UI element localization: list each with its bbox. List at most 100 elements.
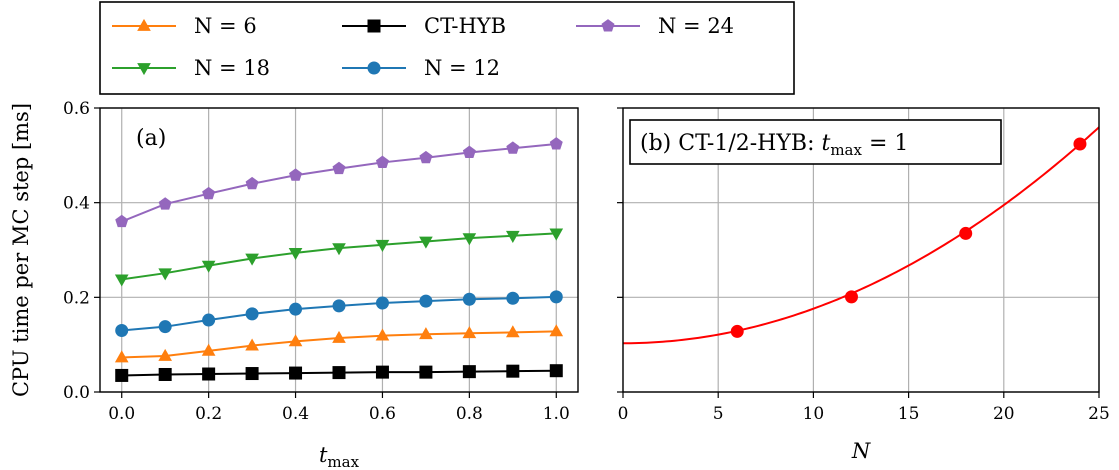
series-point <box>462 233 477 246</box>
series-point <box>115 323 129 337</box>
series-point <box>245 253 259 266</box>
series-0 <box>114 324 564 363</box>
legend-marker <box>137 63 151 76</box>
panel-a-xtick-label: 0.8 <box>456 404 483 424</box>
series-point <box>375 239 390 252</box>
panel-a-xtick-label: 0.0 <box>108 404 135 424</box>
panel-a: 0.0 0.2 0.4 0.6 0.8 1.00.00.20.40.6 (a) tmax … <box>9 99 579 470</box>
panel-b-xtick-label: 0 <box>618 404 629 424</box>
series-point <box>115 368 129 382</box>
panel-a-ytick-label: 0.2 <box>63 288 90 308</box>
panel-b-point <box>959 226 973 240</box>
series-point <box>202 313 216 327</box>
series-point <box>115 214 129 228</box>
panel-a-ytick-label: 0.4 <box>63 194 90 214</box>
panel-b-xtick-label: 5 <box>713 404 724 424</box>
panel-a-xtick-label: 0.6 <box>369 404 396 424</box>
panel-a-xtick-label: 0.2 <box>195 404 222 424</box>
series-point <box>202 367 216 381</box>
legend-item: N = 18 <box>112 56 270 80</box>
series-point <box>201 343 216 356</box>
series-point <box>505 325 520 338</box>
panel-b-point <box>844 290 858 304</box>
panel-a-ytick-label: 0.6 <box>63 99 90 119</box>
series-point <box>506 291 520 305</box>
y-axis-label: CPU time per MC step [ms] <box>9 103 33 397</box>
series-point <box>506 141 520 154</box>
series-point <box>332 161 346 175</box>
series-point <box>332 299 346 313</box>
panel-a-label: (a) <box>136 126 166 151</box>
series-point <box>289 366 303 380</box>
series-point <box>332 366 346 380</box>
legend-marker <box>601 19 615 32</box>
panel-b-annotation-box <box>629 119 1002 165</box>
panel-a-xtick-label: 0.4 <box>282 404 309 424</box>
legend-item: CT-HYB <box>342 14 506 38</box>
panel-b-fit-curve <box>622 126 1100 345</box>
series-point <box>245 367 259 381</box>
series-point <box>375 365 389 379</box>
legend-label: N = 6 <box>194 14 257 38</box>
series-point <box>158 268 173 281</box>
series-point <box>289 302 303 316</box>
legend-marker <box>367 19 381 33</box>
panel-b-label: (b) CT-1/2-HYB: tmax = 1 <box>640 131 908 159</box>
legend-box <box>99 1 795 95</box>
panel-b-frame <box>622 107 1100 393</box>
panel-b-xlabel: N <box>851 439 871 463</box>
panel-b: 0 5 10 15 20 25 (b) CT-1/2-HYB: tmax = 1 N <box>617 107 1110 463</box>
series-4 <box>115 364 563 382</box>
panel-b-point <box>1073 137 1087 151</box>
legend-marker <box>367 61 381 75</box>
series-point <box>332 243 346 256</box>
panel-a-xtick-label: 1.0 <box>543 404 570 424</box>
series-2 <box>114 228 564 287</box>
legend-item: N = 12 <box>342 56 500 80</box>
series-point <box>505 230 520 243</box>
series-1 <box>115 290 563 337</box>
series-point <box>158 197 172 210</box>
legend-label: N = 12 <box>424 56 500 80</box>
series-point <box>506 364 520 378</box>
series-point <box>419 365 433 379</box>
series-point <box>419 236 433 249</box>
legend-label: CT-HYB <box>424 14 506 38</box>
series-point <box>462 145 476 159</box>
series-point <box>549 364 563 378</box>
series-point <box>288 247 303 260</box>
panel-b-xtick-label: 25 <box>1088 404 1110 424</box>
series-point <box>114 350 129 363</box>
series-point <box>419 294 433 308</box>
panel-b-xtick-label: 10 <box>803 404 825 424</box>
series-point <box>114 274 129 287</box>
panel-b-point <box>730 324 744 338</box>
series-point <box>549 290 563 304</box>
series-point <box>245 176 259 190</box>
series-point <box>462 365 476 379</box>
series-point <box>462 326 477 339</box>
panel-a-ytick-label: 0.0 <box>63 383 90 403</box>
series-point <box>375 328 390 341</box>
legend-label: N = 18 <box>194 56 270 80</box>
series-point <box>158 367 172 381</box>
series-point <box>419 327 433 340</box>
panel-a-frame <box>99 107 579 393</box>
series-point <box>375 296 389 310</box>
series-point <box>375 155 389 168</box>
panel-b-xtick-label: 20 <box>993 404 1015 424</box>
legend: N = 6 N = 18 CT-HYB N = 12 N = 24 <box>99 1 795 95</box>
series-point <box>201 260 216 273</box>
series-point <box>549 137 563 150</box>
panel-a-xlabel: tmax <box>319 443 360 470</box>
series-3 <box>115 137 563 228</box>
series-line <box>121 232 557 281</box>
legend-item: N = 6 <box>112 14 257 38</box>
panel-b-xtick-label: 15 <box>898 404 920 424</box>
series-line <box>121 142 557 223</box>
series-point <box>419 150 433 164</box>
series-point <box>158 348 173 361</box>
series-point <box>245 307 259 321</box>
legend-item: N = 24 <box>576 14 734 38</box>
